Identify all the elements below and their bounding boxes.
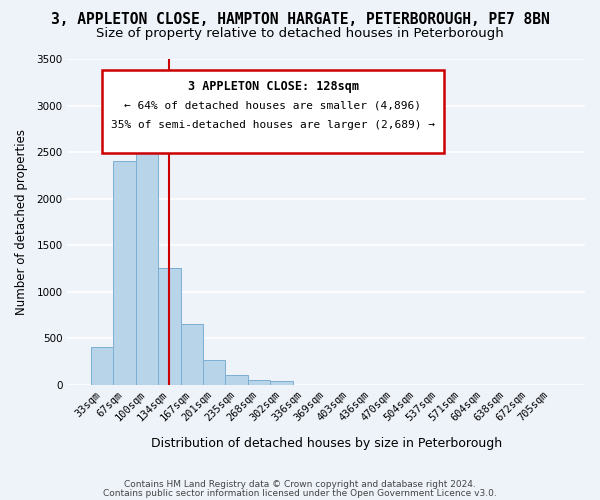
X-axis label: Distribution of detached houses by size in Peterborough: Distribution of detached houses by size … — [151, 437, 502, 450]
Bar — [248, 380, 270, 384]
Text: ← 64% of detached houses are smaller (4,896): ← 64% of detached houses are smaller (4,… — [125, 100, 421, 110]
Bar — [181, 324, 203, 384]
Bar — [226, 376, 248, 384]
Text: 35% of semi-detached houses are larger (2,689) →: 35% of semi-detached houses are larger (… — [111, 120, 435, 130]
Bar — [113, 162, 136, 384]
Bar — [91, 348, 113, 385]
Text: 3, APPLETON CLOSE, HAMPTON HARGATE, PETERBOROUGH, PE7 8BN: 3, APPLETON CLOSE, HAMPTON HARGATE, PETE… — [50, 12, 550, 28]
Text: Contains HM Land Registry data © Crown copyright and database right 2024.: Contains HM Land Registry data © Crown c… — [124, 480, 476, 489]
Text: 3 APPLETON CLOSE: 128sqm: 3 APPLETON CLOSE: 128sqm — [187, 80, 359, 93]
Y-axis label: Number of detached properties: Number of detached properties — [15, 129, 28, 315]
Bar — [270, 381, 293, 384]
Bar — [136, 142, 158, 384]
Bar — [203, 360, 226, 384]
Text: Size of property relative to detached houses in Peterborough: Size of property relative to detached ho… — [96, 28, 504, 40]
Bar — [158, 268, 181, 384]
Text: Contains public sector information licensed under the Open Government Licence v3: Contains public sector information licen… — [103, 488, 497, 498]
